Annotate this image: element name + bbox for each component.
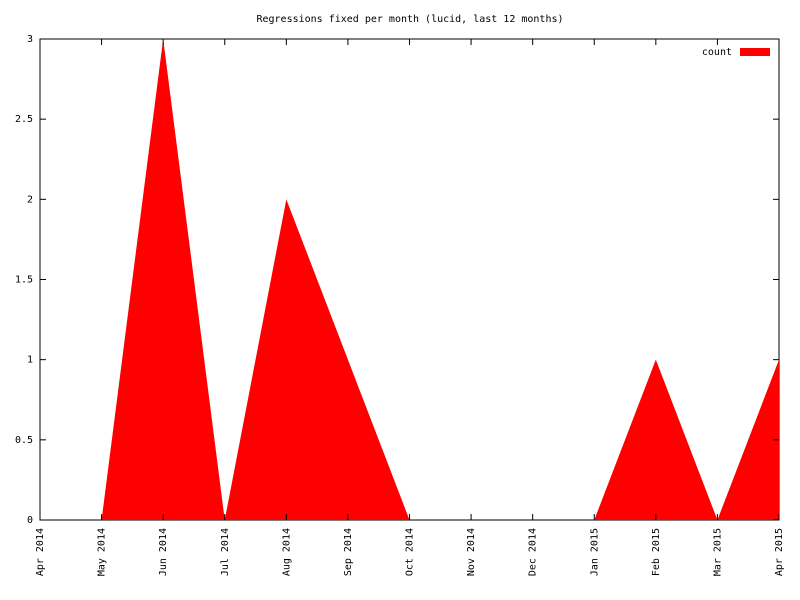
y-tick-label: 3 (27, 34, 33, 45)
y-tick-label: 0.5 (15, 435, 33, 446)
x-tick-label: Dec 2014 (528, 528, 539, 576)
x-tick-label: Jan 2015 (589, 528, 600, 576)
x-tick-label: Jul 2014 (220, 528, 231, 576)
x-tick-label: Mar 2015 (712, 528, 723, 576)
x-tick-label: Feb 2015 (651, 528, 662, 576)
y-tick-label: 2 (27, 194, 33, 205)
x-tick-label: Sep 2014 (343, 528, 354, 576)
x-tick-label: Aug 2014 (281, 528, 292, 576)
y-tick-label: 1 (27, 355, 33, 366)
x-tick-label: Jun 2014 (158, 528, 169, 576)
x-tick-label: Apr 2014 (35, 528, 46, 576)
area (40, 39, 779, 520)
x-tick-label: Oct 2014 (405, 528, 416, 576)
x-tick-label: May 2014 (97, 528, 108, 576)
y-tick-label: 1.5 (15, 275, 33, 286)
y-tick-label: 0 (27, 515, 33, 526)
x-tick-label: Nov 2014 (466, 528, 477, 576)
y-tick-label: 2.5 (15, 114, 33, 125)
x-tick-label: Apr 2015 (774, 528, 785, 576)
legend-swatch (740, 48, 770, 56)
chart-title: Regressions fixed per month (lucid, last… (256, 14, 563, 25)
legend-label: count (702, 47, 732, 58)
